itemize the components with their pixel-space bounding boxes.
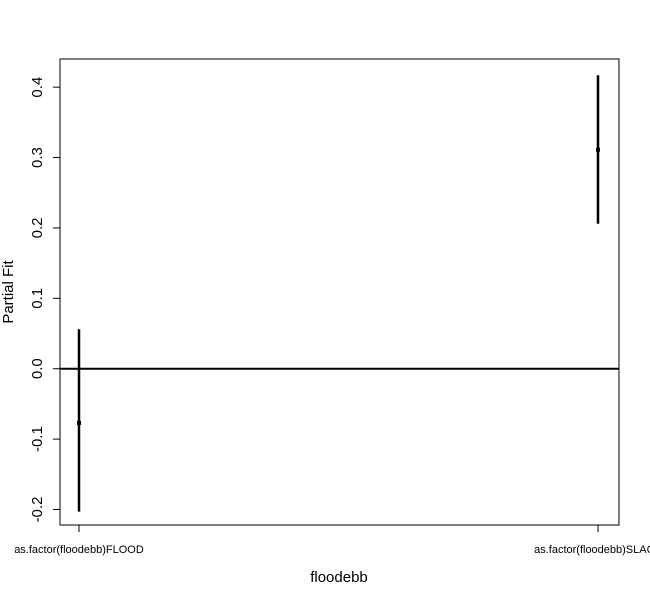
plot-frame	[59, 58, 620, 526]
plot-marks	[60, 75, 619, 512]
y-tick-label: -0.2	[29, 497, 46, 523]
x-tick-label: as.factor(floodebb)SLACK	[534, 544, 650, 556]
point-estimate	[596, 147, 600, 152]
y-tick-label: 0.3	[29, 147, 46, 168]
x-axis-title: floodebb	[310, 569, 368, 586]
y-axis: -0.2 -0.1 0.0 0.1 0.2 0.3 0.4	[29, 77, 61, 523]
x-tick-label: as.factor(floodebb)FLOOD	[14, 544, 144, 556]
x-axis: as.factor(floodebb)FLOOD as.factor(floode…	[14, 524, 650, 556]
y-tick-label: -0.1	[29, 426, 46, 452]
y-tick-label: 0.1	[29, 288, 46, 309]
y-tick-label: 0.2	[29, 218, 46, 239]
point-estimate	[77, 420, 81, 425]
y-tick-label: 0.0	[29, 358, 46, 379]
y-tick-label: 0.4	[29, 77, 46, 98]
y-axis-title: Partial Fit	[0, 260, 17, 324]
